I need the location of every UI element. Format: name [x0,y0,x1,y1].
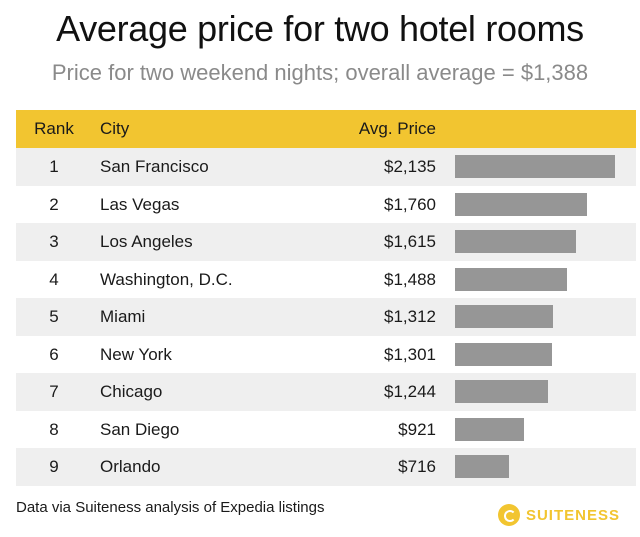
table-row: 6 New York $1,301 [16,336,636,374]
city-cell: Orlando [100,457,161,476]
table-row: 9 Orlando $716 [16,448,636,486]
price-cell: $1,301 [384,344,436,364]
brand-name: SUITENESS [525,506,620,524]
table-body: 1 San Francisco $2,135 2 Las Vegas $1,760 3 Los… [16,148,636,486]
rank-cell: 9 [49,457,59,476]
rank-cell: 4 [49,269,59,289]
suiteness-logo-icon [497,504,520,526]
price-bar [455,455,509,478]
price-bar [455,305,554,328]
rank-cell: 5 [49,307,59,326]
table-row: 1 San Francisco $2,135 [16,148,636,186]
city-cell: New York [100,344,172,364]
city-cell: Miami [100,307,146,326]
chart-title: Average price for two hotel rooms [56,8,584,49]
price-bar [455,230,577,253]
city-cell: Las Vegas [100,194,180,214]
price-cell: $2,135 [384,157,436,176]
price-cell: $1,760 [384,194,436,214]
price-bar [455,380,549,403]
rank-cell: 8 [49,419,59,439]
table-row: 3 Los Angeles $1,615 [16,223,636,261]
rank-cell: 6 [49,344,59,364]
header-rank: Rank [34,119,74,138]
rank-cell: 3 [49,232,59,251]
price-cell: $1,312 [384,307,436,326]
table-row: 4 Washington, D.C. $1,488 [16,261,636,299]
table-row: 7 Chicago $1,244 [16,373,636,411]
chart-subtitle: Price for two weekend nights; overall av… [51,60,589,85]
header-avg-price: Avg. Price [358,119,436,138]
city-cell: San Diego [100,419,180,439]
price-table: Rank City Avg. Price 1 San Francisco $2,13… [16,110,636,486]
table-row: 5 Miami $1,312 [16,298,636,336]
price-bar [455,192,587,216]
price-bar [455,267,567,291]
brand-mark: SUITENESS [497,504,620,526]
header-city: City [100,119,130,138]
price-bar [455,155,615,178]
price-cell: $921 [398,419,436,439]
rank-cell: 7 [49,382,59,401]
table-row: 8 San Diego $921 [16,411,636,449]
price-cell: $716 [398,457,436,476]
rank-cell: 2 [49,194,59,214]
city-cell: Washington, D.C. [100,269,233,289]
price-cell: $1,244 [384,382,436,401]
price-cell: $1,615 [384,232,436,251]
price-cell: $1,488 [384,269,436,289]
table-row: 2 Las Vegas $1,760 [16,186,636,224]
table-header: Rank City Avg. Price [16,110,636,148]
city-cell: San Francisco [100,157,209,176]
rank-cell: 1 [49,157,59,176]
city-cell: Chicago [100,382,163,401]
source-note: Data via Suiteness analysis of Expedia l… [16,499,325,516]
price-bar [455,342,553,366]
price-bar [455,417,525,441]
city-cell: Los Angeles [100,232,193,251]
